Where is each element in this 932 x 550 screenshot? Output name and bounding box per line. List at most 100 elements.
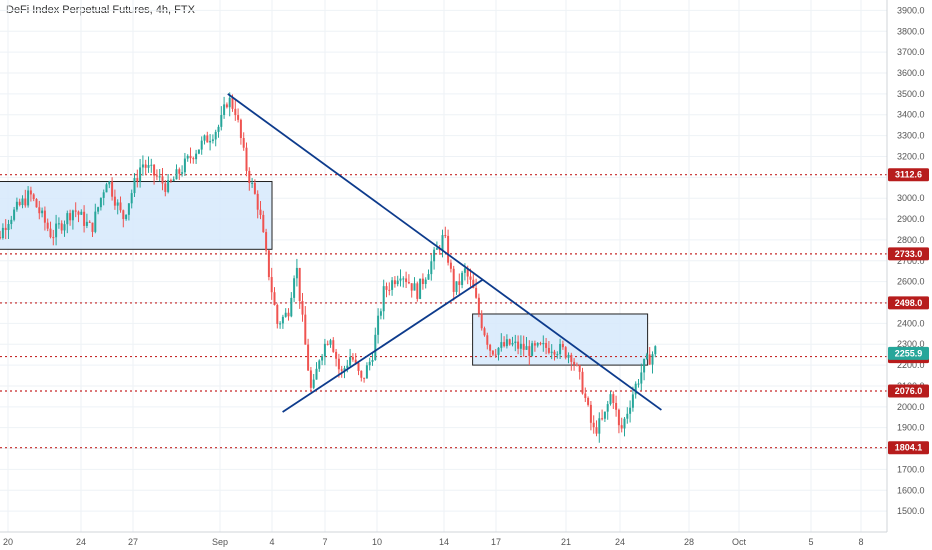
candle-down <box>298 267 301 302</box>
candle-down <box>248 170 251 183</box>
candle-down <box>35 199 38 208</box>
candle-down <box>357 362 360 371</box>
candle-down <box>239 119 242 139</box>
level-badge <box>888 296 929 310</box>
trendlines <box>227 93 662 413</box>
candle-up <box>609 394 612 405</box>
candle-down <box>206 135 209 143</box>
price-tick-label: 1900.0 <box>897 423 925 433</box>
price-tick-label: 2600.0 <box>897 277 925 287</box>
candle-down <box>615 402 618 410</box>
price-tick-label: 3500.0 <box>897 89 925 99</box>
candle-up <box>645 354 648 359</box>
candle-up <box>214 131 217 140</box>
candle-down <box>648 354 651 365</box>
candle-up <box>550 351 553 353</box>
candle-down <box>447 235 450 263</box>
candle-up <box>626 413 629 419</box>
candle-up <box>651 354 654 365</box>
candle-up <box>209 140 212 143</box>
candle-up <box>94 211 97 232</box>
time-axis[interactable]: 20 24 27 Sep 4 7 10 14 17 21 24 28 Oct 5 8 <box>3 537 864 547</box>
candle-down <box>363 377 366 379</box>
candle-down <box>77 211 80 215</box>
candle-up <box>125 214 128 220</box>
candle-down <box>592 422 595 428</box>
price-tick-label: 3900.0 <box>897 5 925 15</box>
price-axis[interactable]: 3900.0 3800.0 3700.0 3600.0 3500.0 3400.0 3300… <box>897 5 925 516</box>
candle-up <box>525 346 528 350</box>
candle-up <box>181 172 184 174</box>
candle-up <box>396 280 399 285</box>
price-tick-label: 3000.0 <box>897 193 925 203</box>
candle-down <box>545 343 548 348</box>
trendline <box>282 278 484 413</box>
candle-up <box>536 343 539 346</box>
candle-up <box>108 181 111 185</box>
candle-up <box>382 286 385 312</box>
candle-down <box>503 342 506 347</box>
candle-up <box>368 361 371 366</box>
candle-up <box>195 153 198 160</box>
price-tick-label: 3600.0 <box>897 68 925 78</box>
candle-up <box>147 165 150 168</box>
candle-down <box>405 278 408 283</box>
candle-up <box>637 383 640 385</box>
candle-up <box>228 97 231 108</box>
candle-up <box>402 278 405 280</box>
candle-down <box>225 104 228 108</box>
time-tick-label: 27 <box>128 537 138 547</box>
price-tick-label: 3400.0 <box>897 110 925 120</box>
candle-up <box>514 341 517 343</box>
candle-up <box>102 192 105 198</box>
price-tick-label: 3200.0 <box>897 151 925 161</box>
candle-up <box>130 193 133 204</box>
candle-down <box>407 282 410 284</box>
grid <box>0 0 887 532</box>
candle-down <box>578 365 581 372</box>
candle-up <box>41 210 44 214</box>
price-tick-label: 2800.0 <box>897 235 925 245</box>
candle-up <box>97 207 100 212</box>
level-badge <box>888 168 929 182</box>
candle-up <box>497 347 500 355</box>
candle-down <box>570 354 573 362</box>
candle-up <box>116 202 119 206</box>
candle-down <box>192 158 195 160</box>
candle-down <box>547 347 550 353</box>
candle-up <box>279 323 282 325</box>
candle-up <box>57 223 60 225</box>
level-badge-text: 2498.0 <box>895 298 923 308</box>
candle-down <box>491 350 494 355</box>
candle-down <box>360 370 363 378</box>
last-price-badge <box>888 346 929 360</box>
candle-up <box>10 219 13 225</box>
candle-down <box>119 202 122 211</box>
candle-up <box>377 315 380 335</box>
time-tick-label: 14 <box>439 537 449 547</box>
candle-up <box>654 346 657 355</box>
candle-down <box>469 276 472 280</box>
candle-up <box>175 169 178 180</box>
price-tick-label: 1500.0 <box>897 506 925 516</box>
price-tick-label: 3700.0 <box>897 47 925 57</box>
candle-down <box>253 182 256 194</box>
candle-up <box>133 178 136 194</box>
candle-up <box>500 342 503 348</box>
candle-up <box>399 278 402 281</box>
candle-down <box>38 207 41 214</box>
time-tick-label: 24 <box>615 537 625 547</box>
candle-down <box>91 222 94 232</box>
time-tick-label: 4 <box>269 537 274 547</box>
candle-up <box>127 203 130 215</box>
candle-down <box>477 297 480 314</box>
candle-down <box>259 209 262 215</box>
candle-down <box>276 305 279 324</box>
candle-down <box>494 354 497 356</box>
candle-down <box>265 232 268 251</box>
price-tick-label: 3300.0 <box>897 131 925 141</box>
time-tick-label: 8 <box>858 537 863 547</box>
candle-up <box>85 221 88 226</box>
candle-up <box>631 394 634 408</box>
